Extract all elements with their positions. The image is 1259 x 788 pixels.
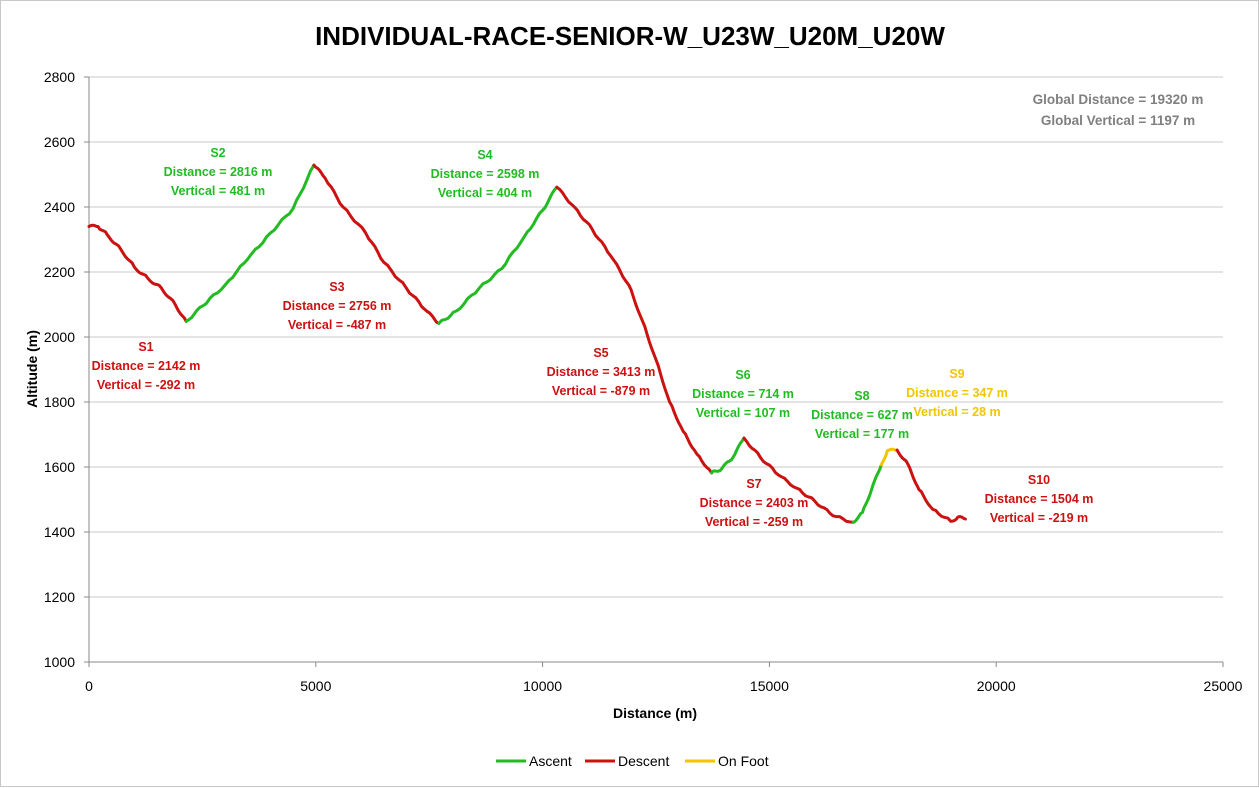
y-tick-label-1400: 1400 [44, 524, 75, 540]
x-tick-label-25000: 25000 [1204, 678, 1243, 694]
y-tick-label-2600: 2600 [44, 134, 75, 150]
legend-label-ascent: Ascent [529, 753, 572, 769]
series-line-s2 [184, 163, 316, 323]
series-line-s10 [895, 448, 967, 523]
segment-name-s8: S8 [854, 389, 869, 403]
segment-label-s2: S2 Distance = 2816 m Vertical = 481 m [164, 146, 273, 198]
series-lines [87, 163, 967, 524]
segment-name-s2: S2 [210, 146, 225, 160]
segment-name-s6: S6 [735, 368, 750, 382]
series-line-s8 [851, 463, 883, 524]
segment-vertical-s1: Vertical = -292 m [97, 378, 195, 392]
segment-distance-s3: Distance = 2756 m [283, 299, 392, 313]
segment-distance-s4: Distance = 2598 m [431, 167, 540, 181]
segment-name-s4: S4 [477, 148, 492, 162]
segment-vertical-s5: Vertical = -879 m [552, 384, 650, 398]
y-tick-label-2800: 2800 [44, 69, 75, 85]
legend-item-descent: Descent [585, 753, 669, 769]
segment-vertical-s6: Vertical = 107 m [696, 406, 790, 420]
segment-distance-s8: Distance = 627 m [811, 408, 913, 422]
segment-labels: S1 Distance = 2142 m Vertical = -292 m S2 Di… [92, 146, 1094, 529]
segment-vertical-s4: Vertical = 404 m [438, 186, 532, 200]
segment-vertical-s3: Vertical = -487 m [288, 318, 386, 332]
series-line-s5 [555, 185, 714, 475]
y-tick-label-1600: 1600 [44, 459, 75, 475]
x-tick-label-5000: 5000 [300, 678, 331, 694]
series-line-s6 [710, 436, 746, 475]
x-tick-label-15000: 15000 [750, 678, 789, 694]
series-line-s7 [742, 436, 855, 524]
y-tick-label-1000: 1000 [44, 654, 75, 670]
x-tick-label-0: 0 [85, 678, 93, 694]
x-axis-title: Distance (m) [613, 705, 697, 721]
segment-label-s3: S3 Distance = 2756 m Vertical = -487 m [283, 280, 392, 332]
segment-name-s7: S7 [746, 477, 761, 491]
segment-distance-s6: Distance = 714 m [692, 387, 794, 401]
segment-label-s5: S5 Distance = 3413 m Vertical = -879 m [547, 346, 656, 398]
segment-name-s5: S5 [593, 346, 608, 360]
axes: 1000 1200 1400 1600 1800 2000 2200 2400 2600 2800… [44, 69, 1243, 694]
legend-label-on-foot: On Foot [718, 753, 769, 769]
segment-name-s10: S10 [1028, 473, 1050, 487]
legend-item-ascent: Ascent [496, 753, 572, 769]
gridlines [89, 76, 1223, 598]
legend-item-on-foot: On Foot [685, 753, 769, 769]
segment-name-s9: S9 [949, 367, 964, 381]
segment-vertical-s9: Vertical = 28 m [913, 405, 1000, 419]
chart-title: INDIVIDUAL-RACE-SENIOR-W_U23W_U20M_U20W [315, 21, 945, 51]
segment-vertical-s8: Vertical = 177 m [815, 427, 909, 441]
global-vertical-label: Global Vertical = 1197 m [1041, 113, 1195, 128]
x-tick-label-10000: 10000 [523, 678, 562, 694]
segment-distance-s1: Distance = 2142 m [92, 359, 201, 373]
y-tick-label-2200: 2200 [44, 264, 75, 280]
y-tick-label-2000: 2000 [44, 329, 75, 345]
y-tick-label-2400: 2400 [44, 199, 75, 215]
segment-name-s3: S3 [329, 280, 344, 294]
y-tick-label-1200: 1200 [44, 589, 75, 605]
segment-distance-s7: Distance = 2403 m [700, 496, 809, 510]
segment-label-s10: S10 Distance = 1504 m Vertical = -219 m [985, 473, 1094, 525]
segment-distance-s5: Distance = 3413 m [547, 365, 656, 379]
segment-label-s8: S8 Distance = 627 m Vertical = 177 m [811, 389, 913, 441]
segment-vertical-s10: Vertical = -219 m [990, 511, 1088, 525]
segment-distance-s9: Distance = 347 m [906, 386, 1008, 400]
segment-label-s9: S9 Distance = 347 m Vertical = 28 m [906, 367, 1008, 419]
series-line-s4 [437, 185, 559, 325]
segment-vertical-s7: Vertical = -259 m [705, 515, 803, 529]
segment-label-s6: S6 Distance = 714 m Vertical = 107 m [692, 368, 794, 420]
x-tick-label-20000: 20000 [977, 678, 1016, 694]
global-distance-label: Global Distance = 19320 m [1033, 92, 1204, 107]
y-axis-title: Altitude (m) [24, 330, 40, 408]
segment-name-s1: S1 [138, 340, 153, 354]
segment-label-s1: S1 Distance = 2142 m Vertical = -292 m [92, 340, 201, 392]
segment-label-s7: S7 Distance = 2403 m Vertical = -259 m [700, 477, 809, 529]
segment-vertical-s2: Vertical = 481 m [171, 184, 265, 198]
series-line-s1 [87, 223, 188, 323]
series-line-s9 [879, 447, 899, 467]
legend: Ascent Descent On Foot [496, 753, 769, 769]
segment-label-s4: S4 Distance = 2598 m Vertical = 404 m [431, 148, 540, 200]
series-line-s3 [312, 163, 441, 325]
y-tick-label-1800: 1800 [44, 394, 75, 410]
legend-label-descent: Descent [618, 753, 669, 769]
segment-distance-s2: Distance = 2816 m [164, 165, 273, 179]
segment-distance-s10: Distance = 1504 m [985, 492, 1094, 506]
